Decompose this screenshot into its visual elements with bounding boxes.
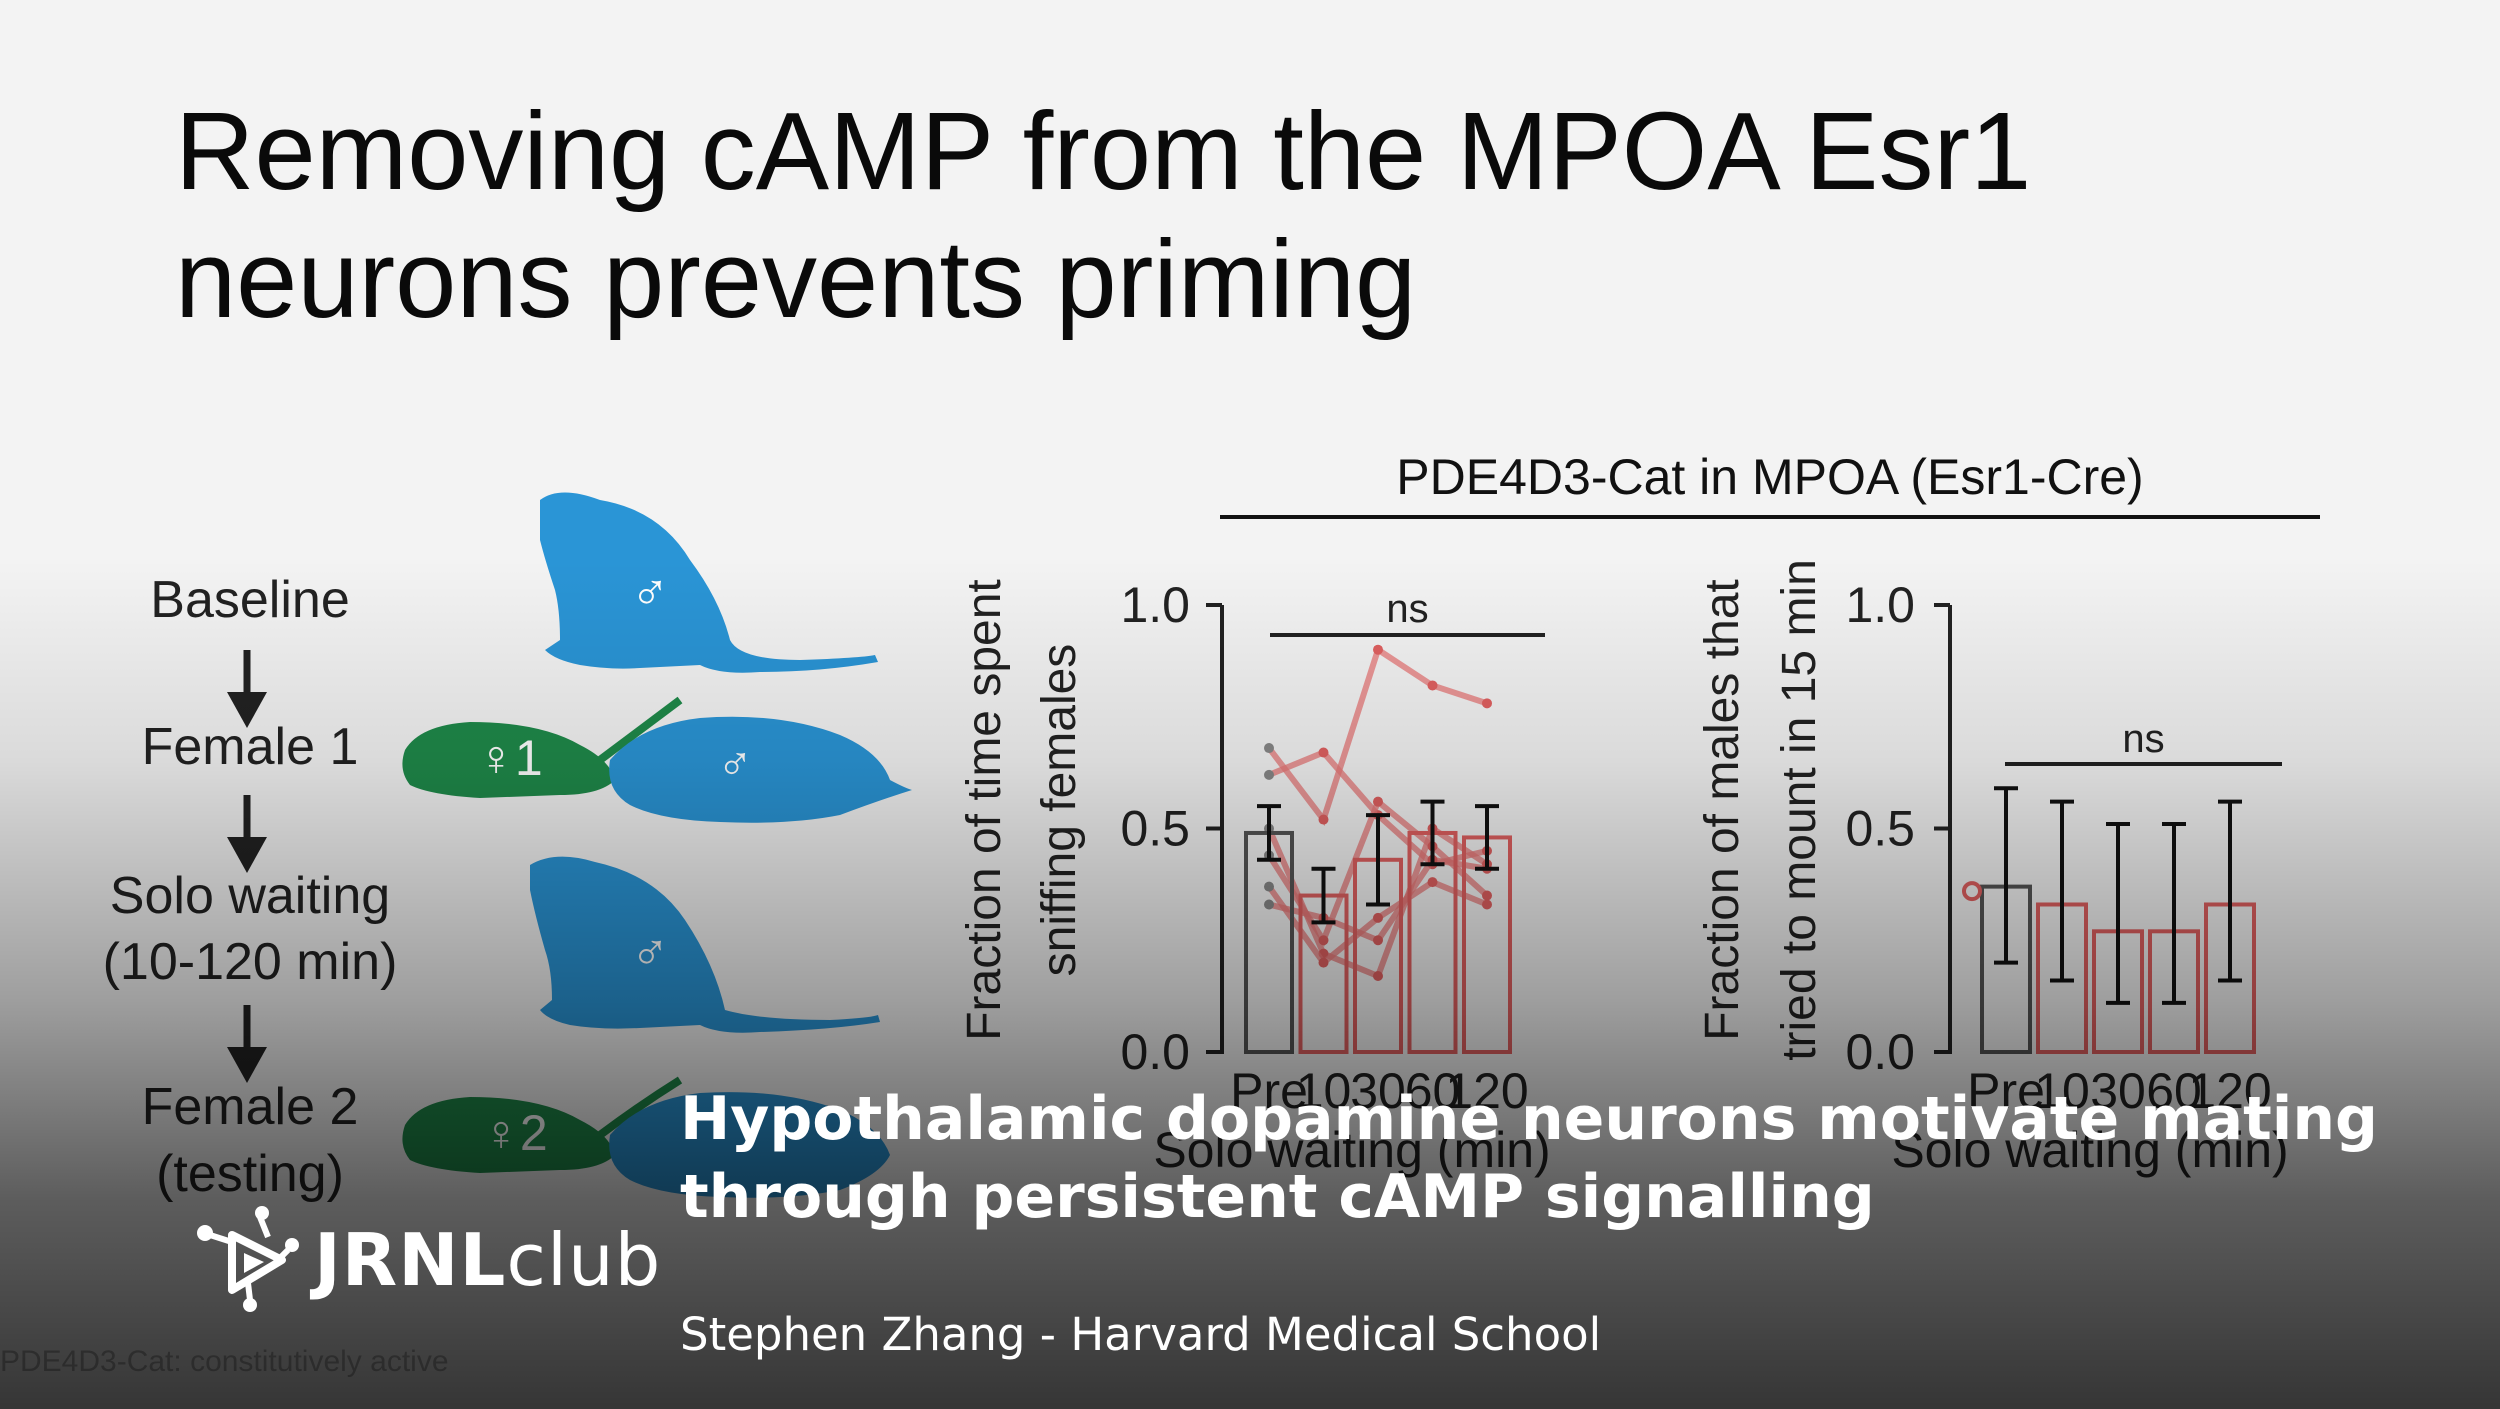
individual-point xyxy=(1373,971,1383,982)
y-axis-label: Fraction of males that xyxy=(1696,579,1749,1041)
y-axis-label: tried to mount in 15 min xyxy=(1773,559,1826,1061)
y-axis-label: Fraction of time spent xyxy=(958,579,1011,1041)
significance-label: ns xyxy=(1386,587,1428,631)
brand-name-light: club xyxy=(506,1218,662,1302)
y-tick-label: 0.5 xyxy=(1845,801,1915,857)
y-tick-label: 1.0 xyxy=(1845,577,1915,633)
individual-point xyxy=(1373,935,1383,946)
significance-label: ns xyxy=(2122,717,2164,761)
brand-name: JRNLclub xyxy=(314,1218,661,1302)
individual-point xyxy=(1427,877,1438,888)
y-tick-label: 1.0 xyxy=(1120,577,1190,633)
y-tick-label: 0.5 xyxy=(1120,801,1190,857)
individual-line xyxy=(1266,645,1488,826)
individual-point xyxy=(1427,680,1438,691)
individual-point xyxy=(1373,796,1383,807)
brand-name-bold: JRNL xyxy=(314,1218,507,1302)
individual-point xyxy=(1318,935,1329,946)
individual-point xyxy=(1318,814,1329,825)
individual-point xyxy=(1373,912,1383,923)
y-tick-label: 0.0 xyxy=(1845,1024,1915,1080)
individual-point xyxy=(1373,644,1383,655)
individual-point xyxy=(1482,899,1492,910)
individual-point xyxy=(1482,890,1492,901)
y-tick-label: 0.0 xyxy=(1120,1024,1190,1080)
individual-point xyxy=(1482,698,1492,709)
individual-point xyxy=(1264,769,1274,780)
footnote: PDE4D3-Cat: constitutively active xyxy=(0,1345,449,1378)
video-title-line2: through persistent cAMP signalling xyxy=(680,1162,1875,1232)
individual-point xyxy=(1318,747,1329,758)
individual-point xyxy=(1264,743,1274,754)
individual-point xyxy=(1318,957,1329,968)
individual-point xyxy=(1264,899,1274,910)
video-author: Stephen Zhang - Harvard Medical School xyxy=(680,1308,1602,1361)
outlier-point xyxy=(1962,881,1982,902)
video-title: Hypothalamic dopamine neurons motivate m… xyxy=(680,1080,2480,1236)
molecule-play-icon xyxy=(197,1206,299,1312)
brand-logo[interactable]: JRNLclub xyxy=(190,1205,661,1315)
individual-point xyxy=(1264,881,1274,892)
video-title-line1: Hypothalamic dopamine neurons motivate m… xyxy=(680,1084,2378,1154)
y-axis-label: sniffing females xyxy=(1033,644,1086,977)
